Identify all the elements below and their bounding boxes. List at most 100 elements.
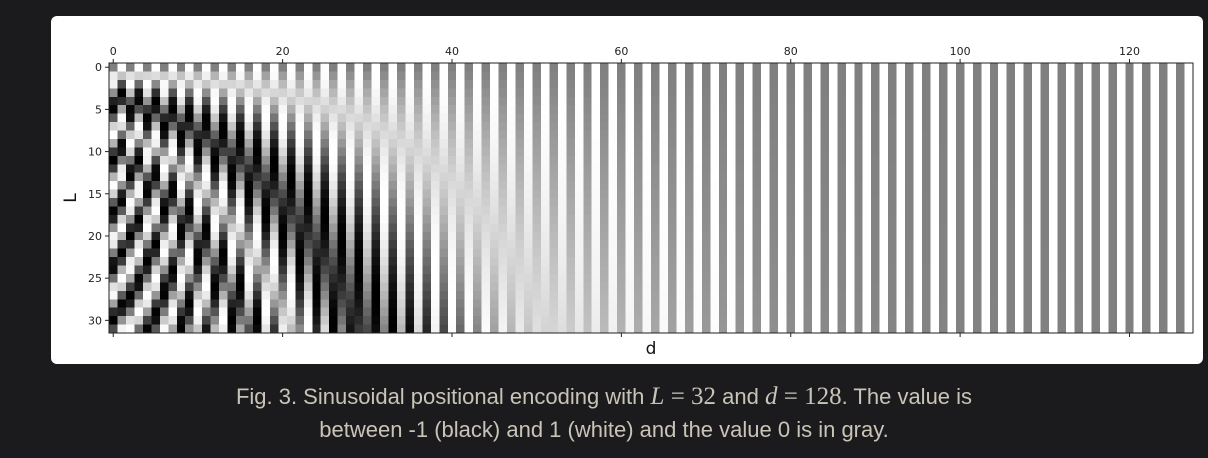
heatmap-cell xyxy=(583,71,593,81)
heatmap-cell xyxy=(862,172,872,182)
heatmap-cell xyxy=(1006,88,1016,98)
heatmap-cell xyxy=(752,79,762,89)
heatmap-cell xyxy=(896,206,906,216)
heatmap-cell xyxy=(507,172,516,182)
heatmap-cell xyxy=(1159,223,1168,233)
heatmap-cell xyxy=(540,290,550,300)
heatmap-cell xyxy=(989,189,999,199)
heatmap-cell xyxy=(1040,71,1050,81)
heatmap-cell xyxy=(210,299,220,308)
heatmap-cell xyxy=(1049,206,1058,216)
heatmap-cell xyxy=(913,248,923,258)
heatmap-cell xyxy=(329,130,338,140)
heatmap-cell xyxy=(1082,231,1092,241)
heatmap-cell xyxy=(1167,113,1177,123)
heatmap-cell xyxy=(1049,290,1058,300)
heatmap-cell xyxy=(1074,164,1084,173)
heatmap-cell xyxy=(405,248,415,258)
heatmap-cell xyxy=(583,164,593,173)
heatmap-cell xyxy=(473,282,482,292)
heatmap-cell xyxy=(193,316,203,325)
heatmap-cell xyxy=(888,164,897,173)
heatmap-cell xyxy=(168,172,178,182)
heatmap-cell xyxy=(761,214,770,224)
heatmap-cell xyxy=(701,71,711,81)
heatmap-cell xyxy=(574,290,584,300)
heatmap-cell xyxy=(557,164,567,173)
heatmap-cell xyxy=(532,155,542,165)
heatmap-cell xyxy=(998,282,1007,292)
heatmap-cell xyxy=(998,113,1007,123)
heatmap-cell xyxy=(142,130,152,140)
heatmap-cell xyxy=(320,206,330,216)
heatmap-cell xyxy=(769,307,779,317)
heatmap-cell xyxy=(701,257,711,266)
heatmap-cell xyxy=(202,88,211,98)
heatmap-cell xyxy=(659,198,669,207)
heatmap-cell xyxy=(617,206,626,216)
heatmap-cell xyxy=(1116,164,1126,173)
heatmap-cell xyxy=(1015,113,1024,123)
heatmap-cell xyxy=(261,265,271,275)
heatmap-cell xyxy=(642,307,652,317)
heatmap-cell xyxy=(515,223,525,233)
heatmap-cell xyxy=(286,290,296,300)
heatmap-cell xyxy=(608,299,618,308)
heatmap-cell xyxy=(447,240,457,249)
heatmap-cell xyxy=(752,88,762,98)
heatmap-cell xyxy=(490,181,499,190)
heatmap-cell xyxy=(1091,105,1101,114)
heatmap-cell xyxy=(1184,240,1194,249)
heatmap-cell xyxy=(862,79,872,89)
heatmap-cell xyxy=(1116,231,1126,241)
heatmap-cell xyxy=(1057,214,1067,224)
heatmap-cell xyxy=(930,257,940,266)
heatmap-cell xyxy=(193,223,203,233)
heatmap-cell xyxy=(1065,214,1075,224)
heatmap-cell xyxy=(456,273,465,283)
heatmap-cell xyxy=(557,316,567,325)
heatmap-cell xyxy=(1065,240,1075,249)
heatmap-cell xyxy=(955,63,965,72)
caption-text-3: . The value is xyxy=(841,384,973,409)
heatmap-cell xyxy=(109,164,118,173)
heatmap-cell xyxy=(303,147,313,157)
heatmap-cell xyxy=(811,265,821,275)
heatmap-cell xyxy=(1091,290,1101,300)
heatmap-cell xyxy=(549,299,559,308)
heatmap-cell xyxy=(210,307,220,317)
heatmap-cell xyxy=(1006,130,1016,140)
heatmap-cell xyxy=(1015,138,1024,148)
heatmap-cell xyxy=(566,257,576,266)
heatmap-cell xyxy=(922,122,931,131)
heatmap-cell xyxy=(1108,223,1118,233)
heatmap-cell xyxy=(600,147,609,157)
heatmap-cell xyxy=(676,240,686,249)
heatmap-cell xyxy=(1116,189,1126,199)
heatmap-cell xyxy=(1167,316,1177,325)
heatmap-cell xyxy=(735,206,745,216)
heatmap-cell xyxy=(371,257,381,266)
heatmap-cell xyxy=(744,181,753,190)
heatmap-cell xyxy=(303,79,313,89)
heatmap-cell xyxy=(820,71,830,81)
caption-math-d: d = 128 xyxy=(764,383,842,410)
heatmap-cell xyxy=(134,316,144,325)
heatmap-cell xyxy=(905,282,914,292)
heatmap-cell xyxy=(176,138,186,148)
heatmap-cell xyxy=(388,71,398,81)
heatmap-cell xyxy=(727,231,736,241)
heatmap-cell xyxy=(600,265,609,275)
heatmap-cell xyxy=(515,316,525,325)
heatmap-cell xyxy=(1116,63,1126,72)
heatmap-cell xyxy=(219,138,228,148)
heatmap-cell xyxy=(676,172,686,182)
heatmap-cell xyxy=(1082,164,1092,173)
heatmap-cell xyxy=(642,248,652,258)
heatmap-cell xyxy=(1167,231,1177,241)
heatmap-cell xyxy=(651,316,660,325)
heatmap-cell xyxy=(566,273,576,283)
heatmap-cell xyxy=(1142,130,1151,140)
heatmap-cell xyxy=(574,231,584,241)
heatmap-cell xyxy=(1065,88,1075,98)
